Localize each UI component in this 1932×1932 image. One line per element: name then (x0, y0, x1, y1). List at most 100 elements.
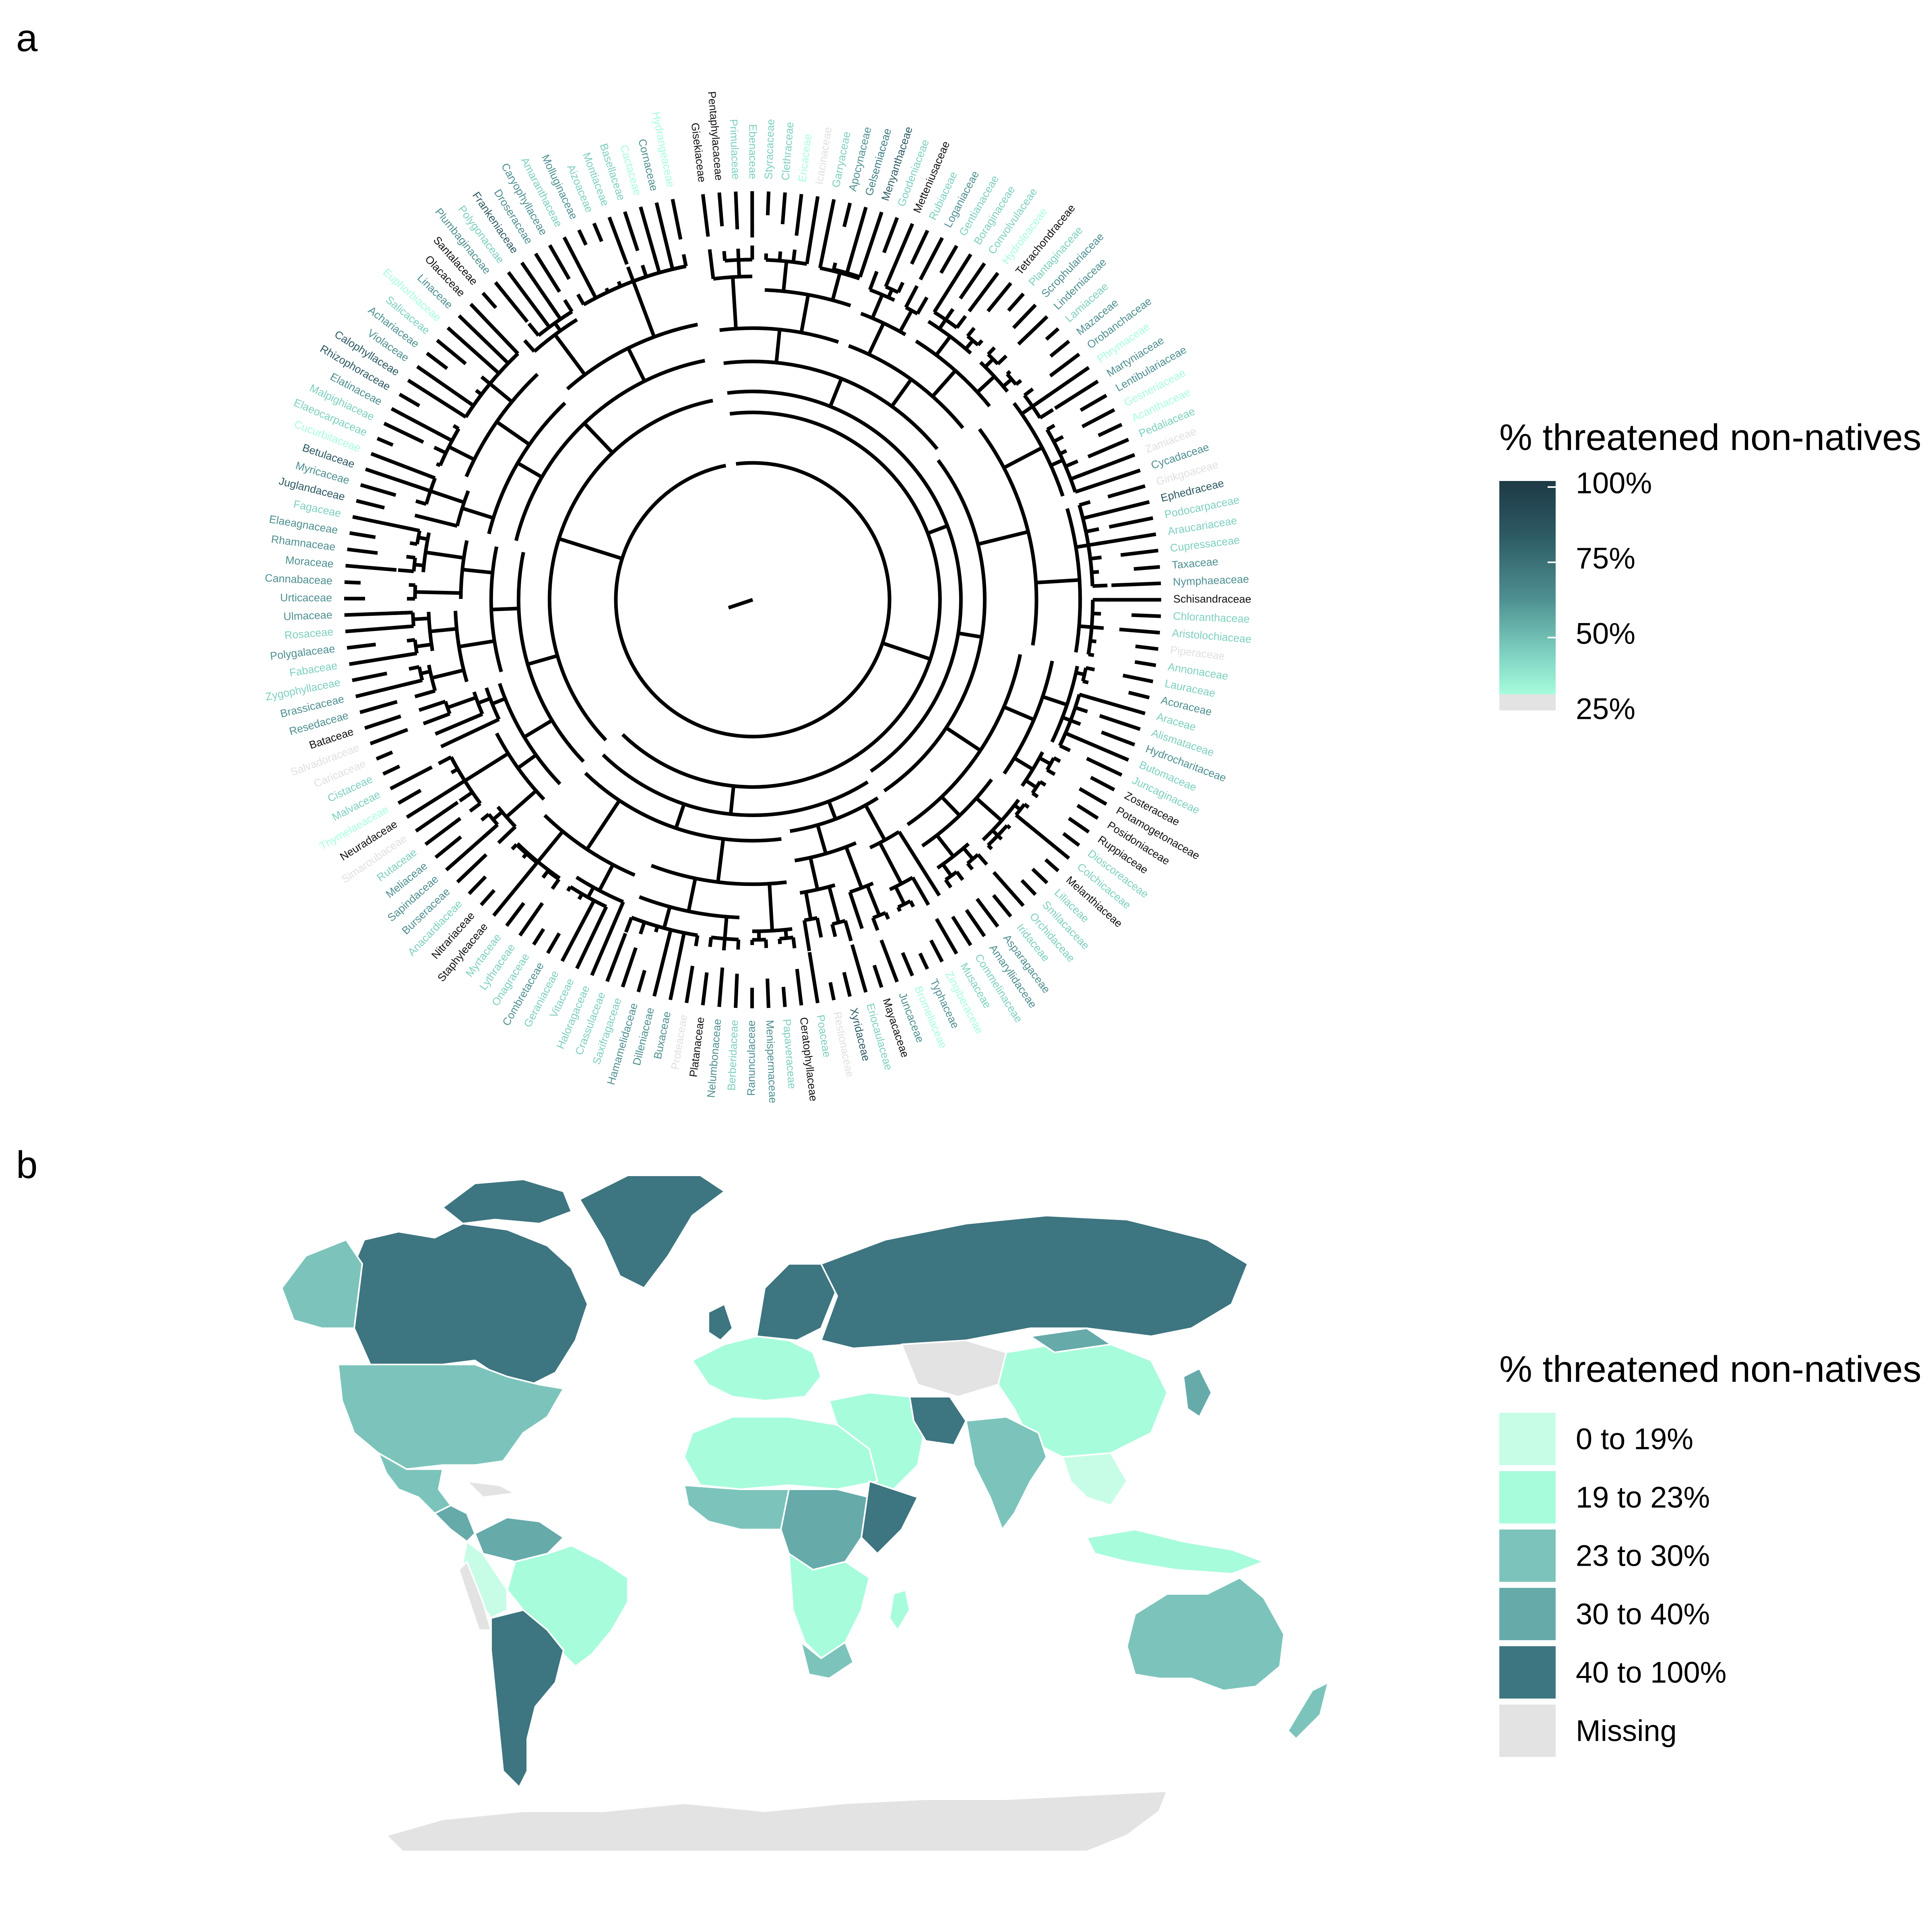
tree-internal-branch (1046, 423, 1056, 431)
tree-internal-branch (480, 375, 491, 385)
tree-internal-branch (584, 900, 596, 919)
tree-internal-branch (848, 891, 862, 923)
tree-tip-branch (436, 339, 467, 365)
tree-internal-branch (708, 249, 713, 262)
tree-internal-arc (438, 452, 448, 466)
tree-internal-branch (804, 892, 813, 920)
tree-internal-branch (827, 801, 838, 820)
region-russia (820, 1215, 1249, 1349)
tree-tip-branch (425, 351, 448, 370)
tree-internal-branch (1006, 824, 1011, 830)
region-iran (909, 1396, 967, 1446)
tree-internal-branch (448, 779, 466, 793)
tree-tip-branch (458, 314, 499, 354)
tree-internal-branch (638, 921, 646, 935)
tree-internal-arc (799, 883, 836, 895)
tree-internal-branch (844, 846, 863, 889)
tree-tip-branch (446, 326, 489, 365)
tree-tip-branch (407, 378, 456, 411)
tree-tip-branch (717, 967, 724, 1007)
tree-tip-label: Ulmaceae (283, 609, 333, 623)
tree-tip-branch (1012, 303, 1037, 329)
tree-internal-branch (1015, 813, 1030, 827)
tree-tip-branch (862, 211, 883, 265)
tree-internal-branch (495, 420, 530, 446)
tree-tip-branch (369, 728, 409, 745)
tree-internal-branch (617, 281, 622, 287)
tree-internal-arc (489, 546, 503, 673)
tree-internal-branch (397, 651, 417, 658)
tree-internal-branch (941, 863, 953, 877)
legend-a-missing-swatch (1499, 694, 1556, 710)
tree-internal-arc (614, 461, 892, 739)
region-japan (1183, 1368, 1212, 1418)
region-alaska (281, 1239, 363, 1329)
tree-internal-branch (1059, 449, 1067, 456)
tree-internal-branch (585, 799, 621, 850)
tree-tip-branch (939, 245, 958, 274)
tree-internal-branch (413, 616, 429, 621)
tree-internal-arc (883, 459, 987, 793)
tree-internal-branch (1023, 387, 1034, 397)
tree-internal-branch (662, 906, 672, 929)
tree-tip-branch (1007, 292, 1025, 312)
region-southeast-asia (1062, 1452, 1128, 1506)
tree-internal-branch (409, 665, 420, 671)
tree-internal-branch (865, 885, 881, 916)
tree-internal-branch (911, 876, 924, 896)
tree-tip-branch (639, 206, 659, 264)
tree-tip-branch (390, 407, 441, 436)
tree-internal-branch (475, 389, 483, 396)
tree-internal-branch (1031, 791, 1039, 799)
tree-tip-branch (795, 968, 803, 1006)
tree-internal-arc (1050, 666, 1080, 743)
tree-internal-branch (1090, 555, 1102, 561)
tree-internal-branch (987, 844, 993, 850)
tree-internal-branch (577, 893, 584, 900)
tree-internal-arc (944, 318, 958, 329)
tree-internal-branch (491, 607, 519, 611)
tree-internal-arc (1003, 661, 1054, 775)
tree-internal-branch (652, 254, 661, 273)
tree-internal-branch (536, 830, 564, 863)
tree-internal-branch (1003, 446, 1043, 470)
tree-tip-branch (1086, 757, 1123, 777)
region-north-africa (683, 1416, 878, 1490)
tree-internal-branch (878, 842, 903, 885)
tree-tip-branch (356, 499, 385, 510)
tree-tip-branch (345, 625, 398, 634)
tree-internal-branch (404, 678, 423, 687)
region-argentina (490, 1609, 564, 1788)
legend-b-label: Missing (1576, 1714, 1677, 1748)
tree-internal-branch (1088, 540, 1108, 547)
region-canada (353, 1223, 588, 1385)
tree-tip-branch (872, 964, 883, 988)
tree-internal-branch (429, 627, 457, 634)
tree-internal-branch (832, 262, 837, 270)
tree-tip-branch (901, 952, 914, 976)
region-south-africa (800, 1641, 854, 1679)
tree-internal-branch (809, 857, 819, 890)
tree-internal-arc (569, 885, 583, 896)
tree-internal-branch (678, 932, 686, 952)
tree-internal-arc (575, 875, 624, 904)
tree-internal-branch (523, 718, 553, 739)
tree-tip-branch (1031, 867, 1049, 884)
tree-tip-branch (1074, 735, 1129, 762)
tree-internal-branch (632, 281, 656, 338)
tree-internal-branch (927, 524, 948, 535)
tree-tip-branch (1120, 549, 1159, 557)
tree-tip-branch (398, 392, 421, 408)
legend-b-title: % threatened non-natives (1499, 1349, 1922, 1390)
region-indonesia (1086, 1529, 1265, 1575)
tree-internal-arc (944, 870, 958, 881)
tree-internal-branch (933, 297, 945, 313)
tree-tip-branch (1062, 832, 1080, 847)
tree-tip-branch (479, 889, 496, 906)
tree-tip-branch (652, 942, 669, 997)
tree-internal-branch (517, 753, 537, 770)
tree-internal-branch (414, 514, 423, 519)
tree-internal-branch (681, 254, 688, 267)
tree-tip-branch (918, 952, 929, 970)
tree-internal-branch (1050, 458, 1064, 467)
